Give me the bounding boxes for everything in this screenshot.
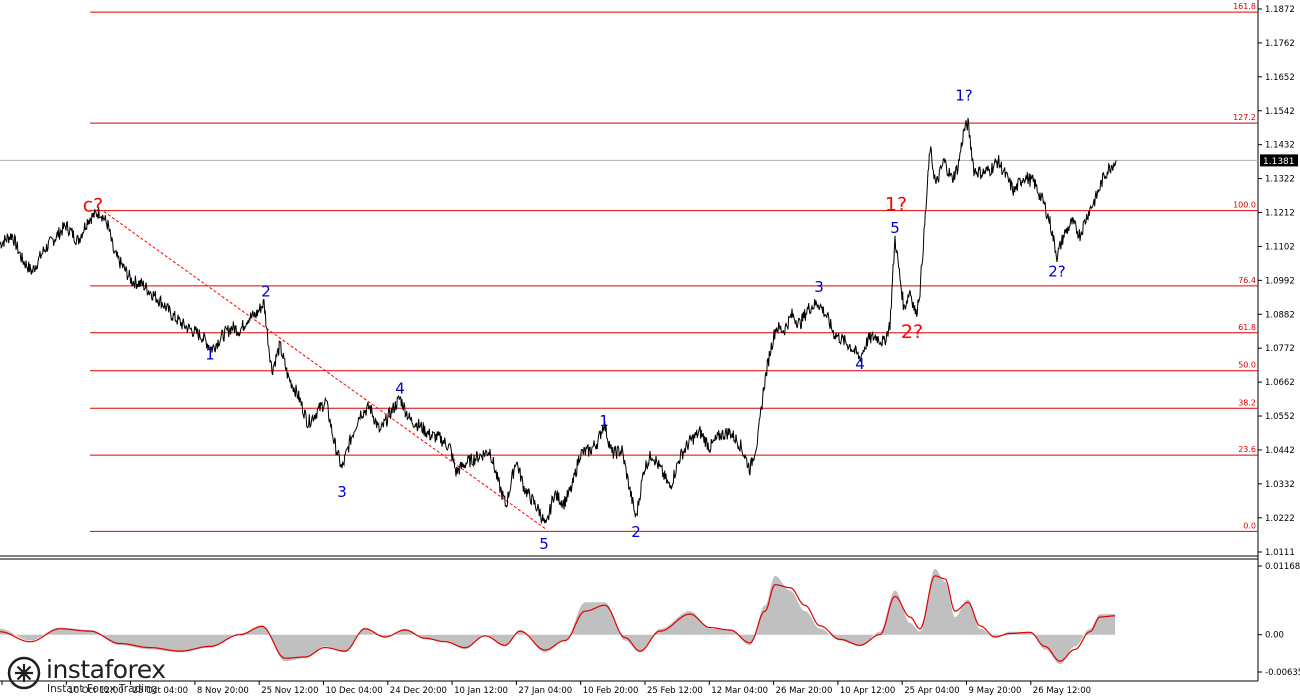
- instaforex-logo-icon: [7, 656, 41, 690]
- fib-level-label: 23.6: [1238, 445, 1256, 454]
- price-axis-label: 1.0662: [1265, 378, 1295, 388]
- time-axis-label: 8 Nov 20:00: [197, 686, 249, 696]
- oscillator-histogram: [0, 568, 1115, 665]
- time-axis-label: 10 Apr 12:00: [840, 686, 895, 696]
- price-axis-label: 1.1212: [1265, 209, 1295, 219]
- fib-level-label: 61.8: [1238, 323, 1256, 332]
- time-axis-label: 25 Nov 12:00: [261, 686, 318, 696]
- time-axis-label: 10 Dec 04:00: [326, 686, 383, 696]
- wave-label: 2: [631, 523, 641, 541]
- wave-label: 5: [539, 535, 549, 553]
- price-axis-label: 1.0442: [1265, 446, 1295, 456]
- time-axis-label: 9 May 20:00: [969, 686, 1022, 696]
- time-axis-label: 10 Oct 12:00: [68, 686, 123, 696]
- time-axis-label: 12 Mar 04:00: [711, 686, 768, 696]
- wave-label: 1?: [885, 194, 907, 216]
- price-axis-label: 1.1652: [1265, 73, 1295, 83]
- oscillator-axis-label: 0.01168: [1265, 562, 1300, 572]
- wave-label: 1: [205, 346, 215, 364]
- oscillator-axis-label: -0.00635: [1265, 668, 1300, 678]
- time-axis-label: 25 Oct 04:00: [133, 686, 188, 696]
- fib-level-label: 38.2: [1238, 398, 1256, 407]
- fib-level-label: 161.8: [1233, 2, 1256, 11]
- time-axis-label: 10 Feb 20:00: [583, 686, 639, 696]
- oscillator-signal-line: [0, 575, 1115, 662]
- fib-level-label: 0.0: [1243, 521, 1256, 530]
- price-axis-label: 1.1542: [1265, 107, 1295, 117]
- wave-label: 2?: [901, 321, 923, 343]
- wave-label: 3: [814, 278, 824, 296]
- time-axis-label: 25 Feb 12:00: [647, 686, 703, 696]
- wave-label: 4: [855, 355, 865, 373]
- price-axis-label: 1.1102: [1265, 242, 1295, 252]
- price-axis-label: 1.0882: [1265, 310, 1295, 320]
- wave-label: 3: [337, 483, 347, 501]
- price-series-line: [0, 117, 1117, 525]
- price-axis-label: 1.0332: [1265, 480, 1295, 490]
- fib-level-label: 100.0: [1233, 201, 1256, 210]
- wave-label: 2: [261, 282, 271, 300]
- logo-tagline: Instant Forex Trading: [47, 683, 158, 695]
- price-axis-label: 1.1432: [1265, 141, 1295, 151]
- price-axis-label: 1.0222: [1265, 514, 1295, 524]
- price-axis-label: 1.1762: [1265, 39, 1295, 49]
- oscillator-axis-label: 0.00: [1265, 631, 1284, 641]
- wave-label: 4: [395, 380, 405, 398]
- time-axis-label: 25 Apr 04:00: [904, 686, 959, 696]
- time-axis-label: 27 Jan 04:00: [518, 686, 572, 696]
- time-axis-label: 26 May 12:00: [1033, 686, 1091, 696]
- fib-level-label: 50.0: [1238, 361, 1256, 370]
- time-axis-label: 10 Jan 12:00: [454, 686, 508, 696]
- dashed-trend-line: [103, 211, 547, 530]
- current-price-label: 1.1381: [1263, 157, 1295, 167]
- wave-label: 2?: [1048, 262, 1066, 280]
- wave-label: c?: [83, 195, 104, 217]
- wave-label: 5: [890, 219, 900, 237]
- price-axis-label: 1.0552: [1265, 412, 1295, 422]
- price-axis-label: 1.0772: [1265, 344, 1295, 354]
- price-axis-label: 1.0111: [1265, 548, 1295, 558]
- broker-logo: instaforex Instant Forex Trading: [4, 653, 180, 697]
- logo-name: instaforex: [46, 655, 166, 684]
- current-price-tag: [1260, 154, 1298, 167]
- time-axis-label: 26 Mar 20:00: [776, 686, 833, 696]
- wave-label: 1: [599, 412, 609, 430]
- wave-label: 1?: [955, 87, 973, 105]
- price-axis-label: 1.1322: [1265, 175, 1295, 185]
- fib-level-label: 76.4: [1238, 276, 1256, 285]
- price-axis-label: 1.0992: [1265, 276, 1295, 286]
- time-axis-label: 24 Dec 20:00: [390, 686, 447, 696]
- fib-level-label: 127.2: [1233, 113, 1256, 122]
- price-axis-label: 1.1872: [1265, 5, 1295, 15]
